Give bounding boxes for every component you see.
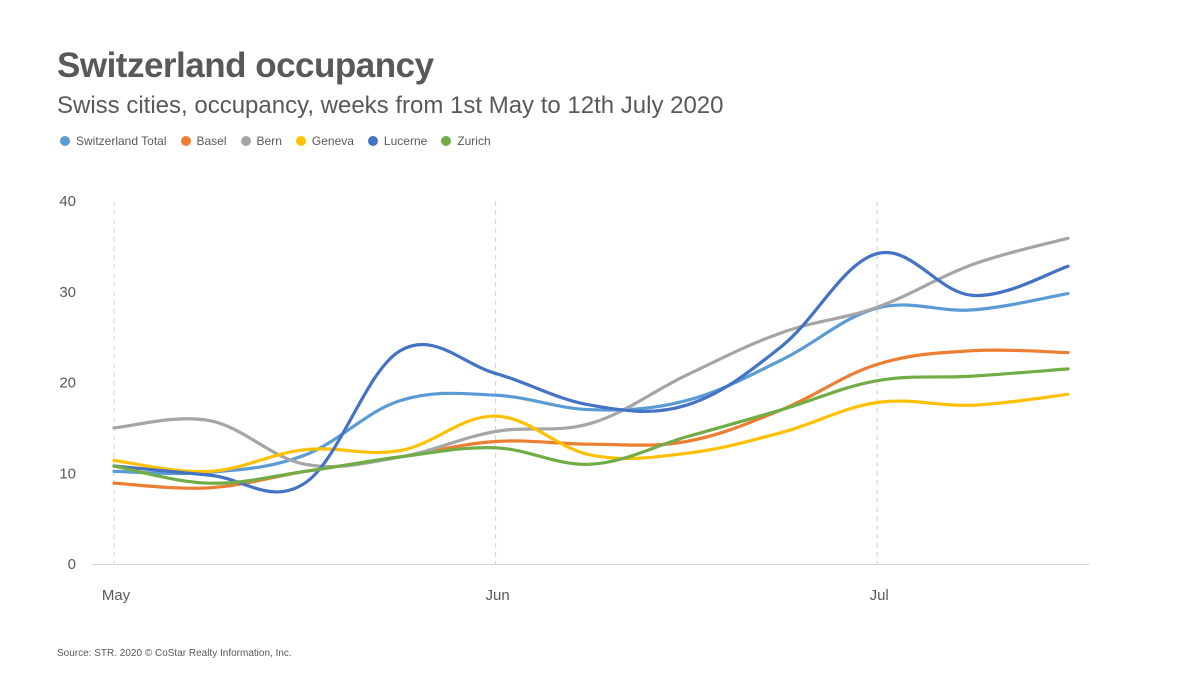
legend-item-geneva: Geneva	[295, 134, 354, 148]
series-line-geneva	[112, 392, 1070, 474]
series-line-lucerne	[112, 250, 1070, 494]
legend-marker	[60, 136, 70, 146]
legend-item-switzerland-total: Switzerland Total	[60, 134, 167, 148]
series-line-switzerland-total	[112, 292, 1070, 476]
legend-marker	[295, 136, 306, 146]
y-tick-label: 10	[59, 465, 76, 482]
legend-marker	[240, 136, 251, 146]
chart-title: Switzerland occupancy	[57, 46, 434, 85]
legend: Switzerland Total Basel Bern Geneva Lucerne Z…	[60, 134, 491, 148]
legend-label: Zurich	[457, 134, 491, 148]
legend-item-bern: Bern	[240, 134, 282, 148]
x-tick-label: May	[102, 587, 131, 604]
legend-item-basel: Basel	[180, 134, 227, 148]
y-tick-label: 0	[68, 556, 76, 573]
legend-label: Lucerne	[383, 134, 428, 148]
legend-marker	[180, 136, 191, 146]
series-line-bern	[112, 236, 1070, 469]
legend-label: Switzerland Total	[76, 134, 167, 148]
legend-marker	[367, 136, 378, 146]
chart-subtitle: Swiss cities, occupancy, weeks from 1st …	[57, 92, 724, 119]
y-tick-label: 40	[59, 193, 76, 210]
legend-item-zurich: Zurich	[441, 134, 491, 148]
series-line-zurich	[112, 367, 1070, 485]
legend-label: Basel	[196, 134, 227, 148]
legend-marker	[441, 136, 452, 146]
x-tick-label: Jun	[486, 587, 510, 604]
source-note: Source: STR. 2020 © CoStar Realty Inform…	[57, 648, 292, 659]
x-tick-label: Jul	[870, 587, 889, 604]
y-tick-label: 30	[59, 284, 76, 301]
legend-label: Geneva	[311, 134, 354, 148]
legend-label: Bern	[256, 134, 282, 148]
legend-item-lucerne: Lucerne	[367, 134, 428, 148]
y-tick-label: 20	[59, 375, 76, 392]
